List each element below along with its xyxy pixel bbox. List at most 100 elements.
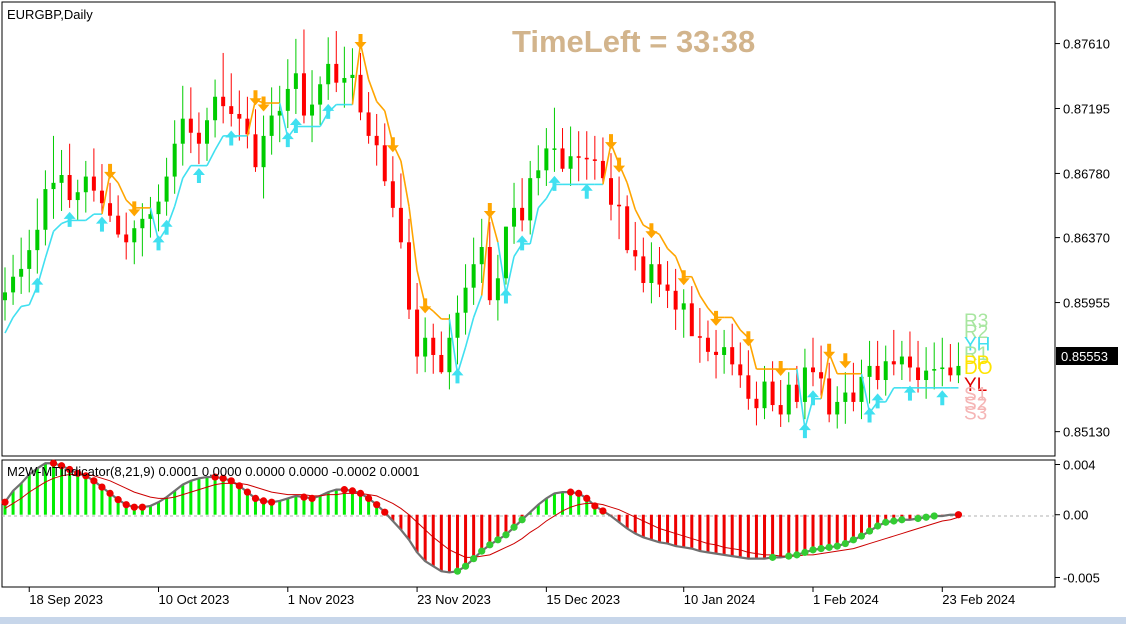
buy-arrow-icon xyxy=(798,423,811,439)
pivot-label-r1: R1 xyxy=(964,344,988,365)
sell-arrow-icon xyxy=(104,163,117,179)
histogram-bar xyxy=(464,514,468,567)
histogram-bar xyxy=(480,514,484,552)
candle-body xyxy=(520,207,525,221)
indicator-panel[interactable]: M2W-MTIndicator(8,21,9) 0.0001 0.0000 0.… xyxy=(1,459,1056,588)
price-tick-label: 0.86780 xyxy=(1063,166,1110,181)
candle-body xyxy=(3,292,7,301)
histogram-bar xyxy=(649,514,653,540)
candle-body xyxy=(407,242,411,310)
dot-rising xyxy=(470,555,478,563)
dot-rising xyxy=(809,546,817,554)
candle-body xyxy=(883,361,888,381)
histogram-bar xyxy=(334,489,338,515)
dot-falling xyxy=(591,502,599,510)
histogram-bar xyxy=(730,514,734,557)
candle-body xyxy=(778,405,783,415)
dot-falling xyxy=(356,489,365,497)
histogram-bar xyxy=(423,514,427,562)
histogram-bar xyxy=(496,514,500,540)
candle-body xyxy=(205,120,209,144)
pivot-label-s2: S2 xyxy=(964,394,987,415)
histogram-bar xyxy=(19,483,23,515)
candle-body xyxy=(398,207,403,243)
candle-body xyxy=(665,284,670,291)
histogram-bar xyxy=(455,514,459,572)
dot-falling xyxy=(130,503,138,511)
candle-body xyxy=(802,367,807,402)
dot-falling xyxy=(340,486,348,494)
trail-line-up xyxy=(4,317,14,334)
candle-body xyxy=(786,384,791,415)
candle-body xyxy=(116,215,121,235)
histogram-bar xyxy=(488,514,492,545)
histogram-bar xyxy=(92,480,96,515)
candle-body xyxy=(213,96,218,121)
histogram-bar xyxy=(294,495,298,515)
price-tick-label: 0.86370 xyxy=(1063,231,1110,246)
candle-body xyxy=(269,115,274,136)
pivot-label-r3: R3 xyxy=(964,311,988,332)
candle-body xyxy=(471,264,476,288)
histogram-bar xyxy=(561,492,565,515)
dot-falling xyxy=(90,477,98,485)
candle-body xyxy=(83,176,88,193)
dot-rising xyxy=(914,514,922,523)
price-axis: 0.87610 0.87195 0.86780 0.86370 0.85955 0.851… xyxy=(1055,37,1110,440)
histogram-bar xyxy=(326,492,330,515)
dot-rising xyxy=(769,553,777,561)
candle-body xyxy=(770,381,775,406)
trail-line-down xyxy=(101,173,111,215)
histogram-bar xyxy=(851,514,855,540)
candle-body xyxy=(762,381,767,409)
candle-body xyxy=(229,106,234,114)
histogram-bar xyxy=(884,514,888,523)
candle-body xyxy=(512,207,517,227)
candle-body xyxy=(382,145,387,182)
trail-line-down xyxy=(731,316,741,331)
histogram-bar xyxy=(60,465,64,515)
histogram-bar xyxy=(593,505,597,515)
dot-rising xyxy=(817,545,825,553)
trail-line-down xyxy=(408,206,418,271)
histogram-bar xyxy=(811,514,815,550)
dot-rising xyxy=(857,532,866,540)
dot-falling xyxy=(219,474,227,482)
buy-arrow-icon xyxy=(31,277,44,293)
dot-rising xyxy=(841,539,849,548)
trail-line-down xyxy=(432,310,442,320)
dot-rising xyxy=(518,516,526,524)
candle-body xyxy=(940,367,945,370)
trail-line-up xyxy=(278,102,289,138)
histogram-bar xyxy=(221,478,225,515)
candle-body xyxy=(552,148,557,150)
candle-body xyxy=(738,364,743,376)
candle-body xyxy=(649,264,654,283)
trail-line-up xyxy=(173,177,184,207)
sell-arrow-icon xyxy=(742,331,755,347)
dot-rising xyxy=(453,567,462,575)
dot-falling xyxy=(381,508,389,516)
candle-body xyxy=(285,88,290,111)
buy-arrow-icon xyxy=(871,393,884,409)
buy-arrow-icon xyxy=(548,175,561,191)
histogram-bar xyxy=(447,514,451,573)
histogram-bar xyxy=(641,514,645,538)
candle-body xyxy=(697,336,702,338)
dot-falling xyxy=(954,511,963,519)
dot-falling xyxy=(122,501,130,509)
buy-arrow-icon xyxy=(289,117,302,133)
histogram-bar xyxy=(205,477,209,515)
candle-body xyxy=(415,309,420,357)
trail-line-down xyxy=(489,212,499,243)
dot-falling xyxy=(259,497,268,505)
indicator-title: M2W-MTIndicator(8,21,9) 0.0001 0.0000 0.… xyxy=(7,464,419,479)
candle-body xyxy=(932,369,937,371)
histogram-bar xyxy=(431,514,435,567)
trail-line-up xyxy=(796,368,806,429)
trail-line-down xyxy=(602,143,612,185)
